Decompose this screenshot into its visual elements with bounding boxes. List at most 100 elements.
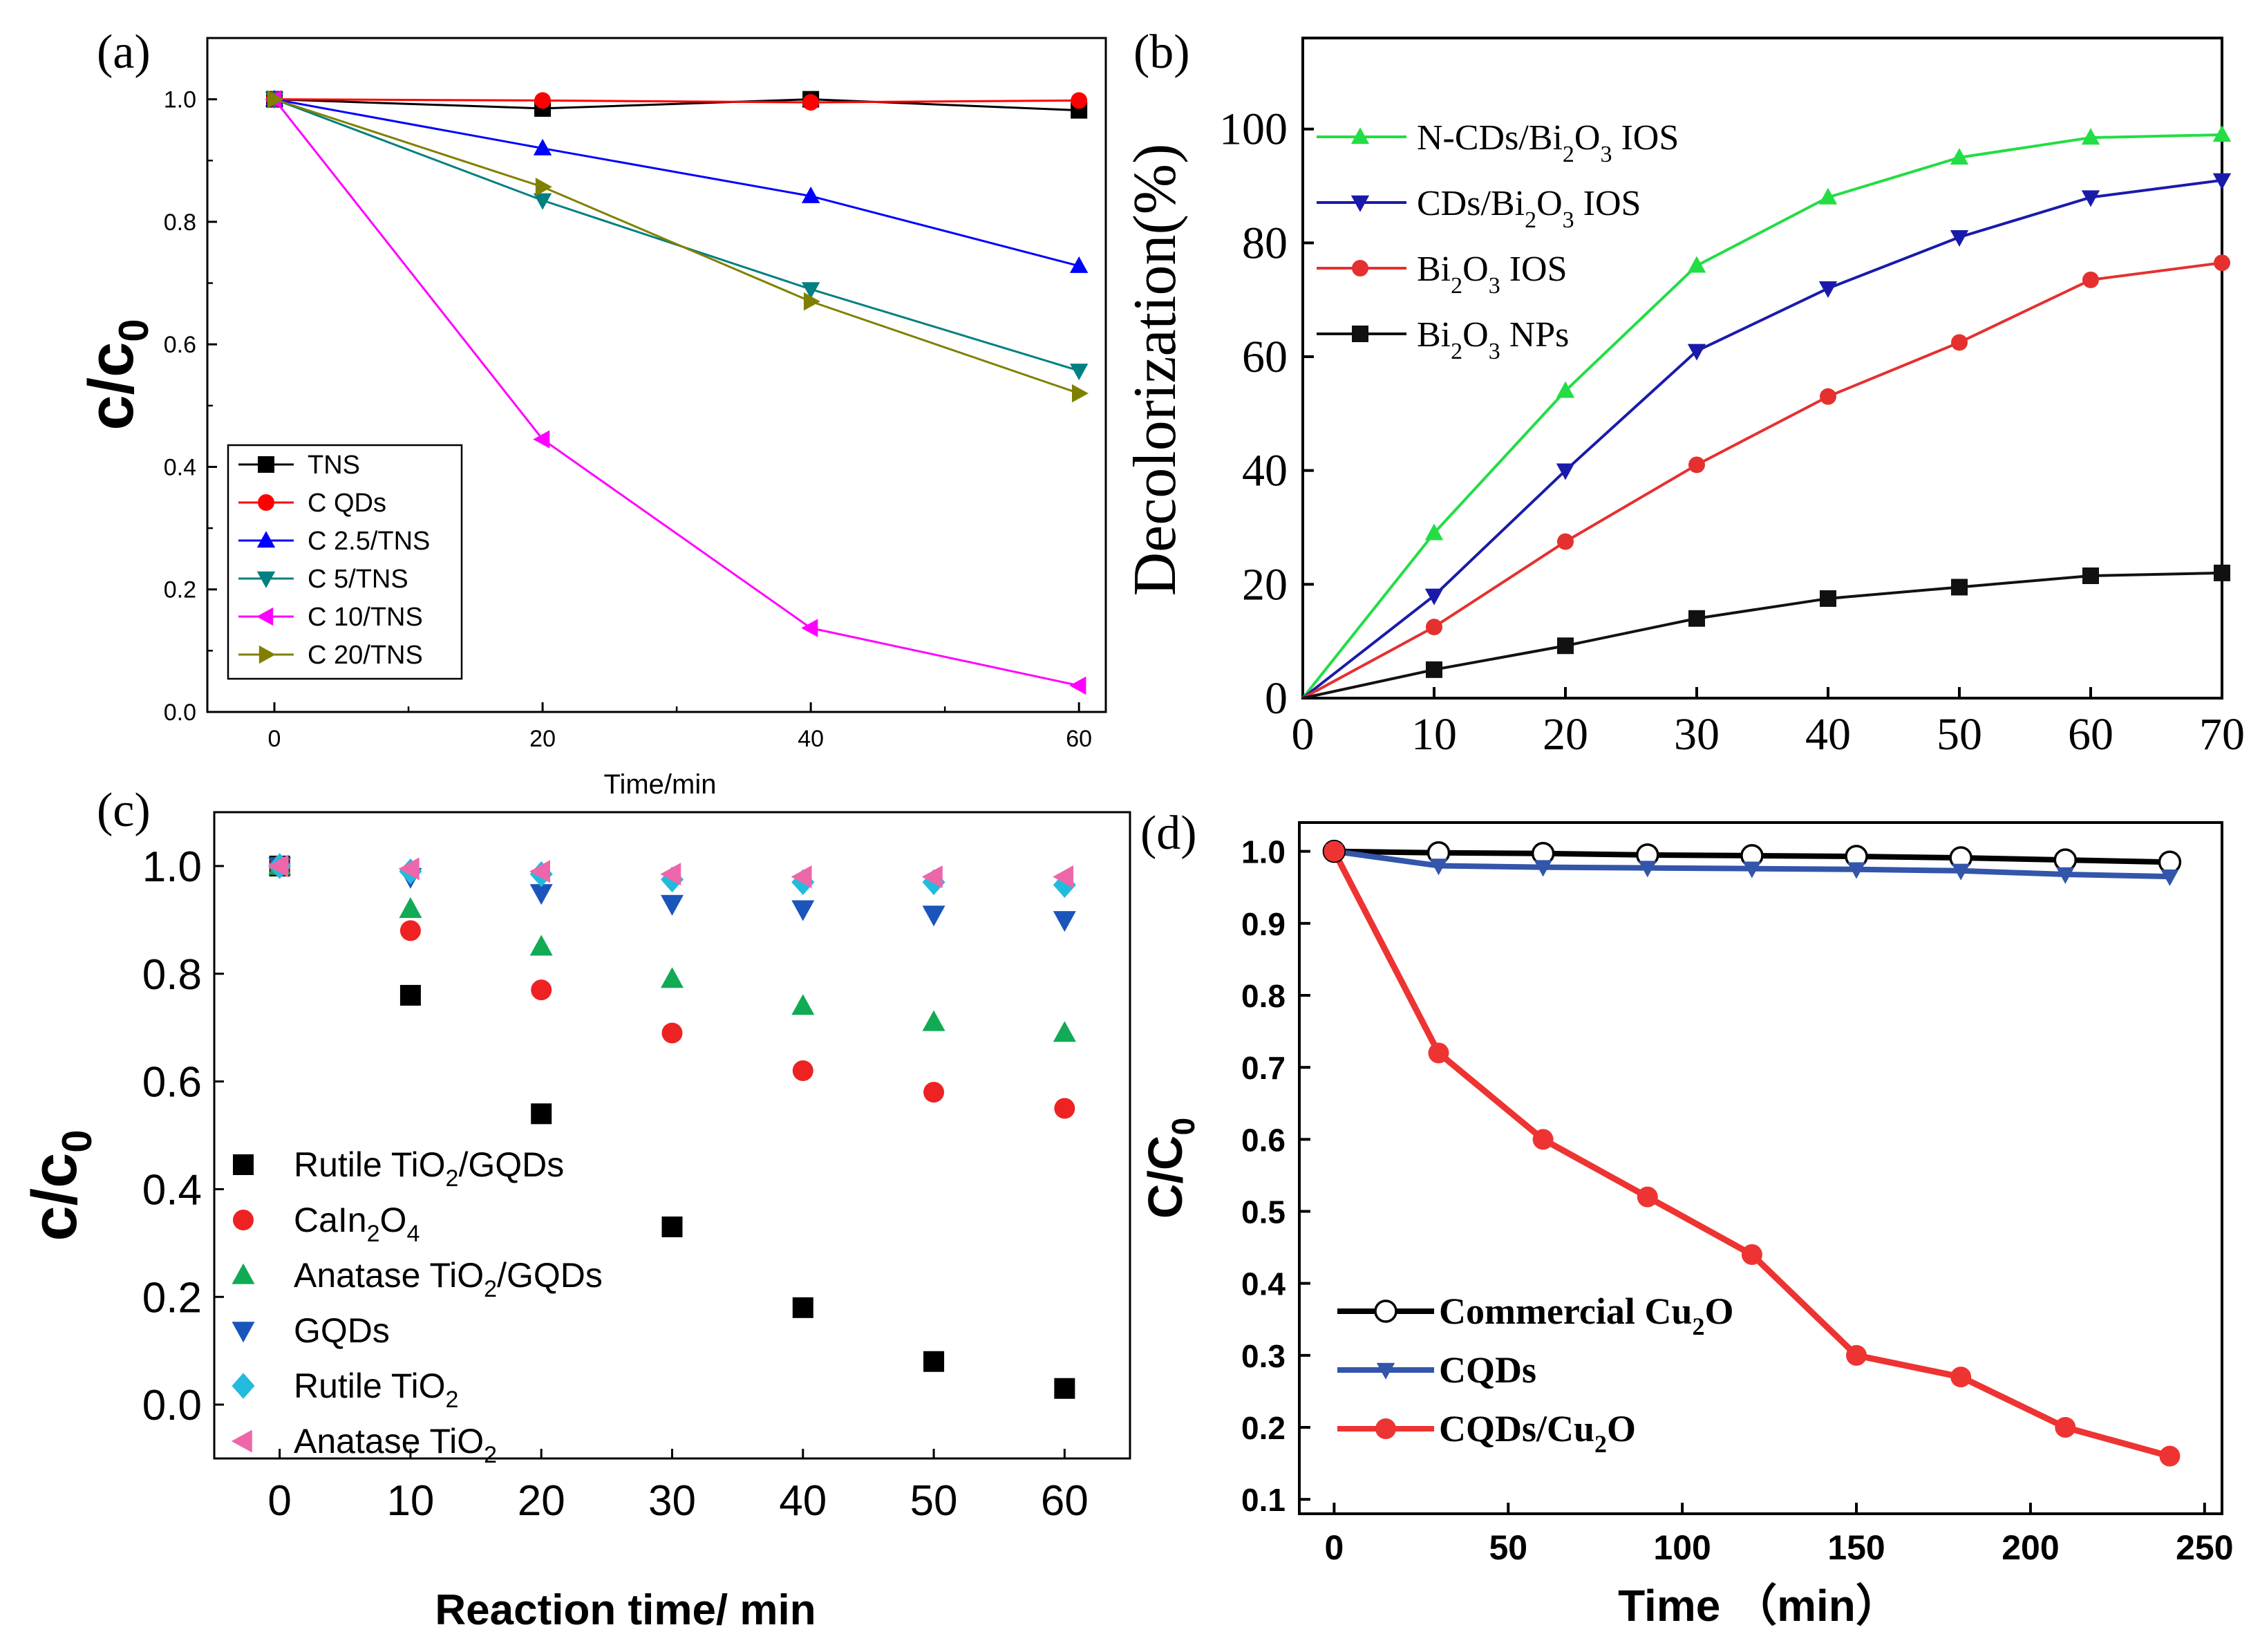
panel-b-xtick-label: 30 bbox=[1674, 709, 1720, 760]
panel-d-xtick-label: 100 bbox=[1653, 1528, 1711, 1567]
panel-d-legend-label-part: CQDs bbox=[1439, 1349, 1536, 1391]
panel-c-data-point bbox=[661, 967, 684, 988]
panel-c-data-point bbox=[791, 900, 815, 921]
panel-d-data-point bbox=[2158, 850, 2182, 874]
panel-b-legend-label-part: 3 bbox=[1489, 273, 1500, 299]
panel-b-data-point bbox=[2212, 173, 2232, 190]
panel-b-legend-marker bbox=[1352, 326, 1368, 342]
panel-c-data-point bbox=[529, 860, 550, 883]
panel-a-series-line bbox=[274, 98, 1080, 395]
panel-c-legend-label-part: 4 bbox=[406, 1221, 420, 1247]
panel-d-data-point bbox=[1428, 1042, 1449, 1064]
panel-c-legend-label-part: 2 bbox=[367, 1221, 380, 1247]
panel-a-xtick-label: 40 bbox=[798, 726, 824, 752]
panel-d-legend-marker bbox=[1375, 1418, 1396, 1439]
panel-d-legend-label-part: 2 bbox=[1692, 1313, 1704, 1340]
panel-c-legend-label-part: Rutile TiO bbox=[294, 1145, 446, 1184]
panel-c-data-point bbox=[1053, 865, 1074, 888]
panel-d-ytick-label: 0.9 bbox=[1241, 906, 1286, 942]
panel-d-data-point bbox=[1534, 860, 1552, 877]
panel-b-legend-label-part: Bi bbox=[1417, 250, 1451, 289]
panel-d-data-point bbox=[1741, 1244, 1762, 1265]
panel-b-ytick-label: 80 bbox=[1242, 218, 1288, 268]
panel-b-legend-label-part: O bbox=[1536, 184, 1563, 223]
panel-d-ytick-label: 0.5 bbox=[1241, 1194, 1286, 1230]
panel-b-legend-marker bbox=[1350, 195, 1370, 212]
panel-b-xtick-label: 70 bbox=[2199, 709, 2245, 760]
panel-b-legend-label-part: CDs/Bi bbox=[1417, 184, 1525, 223]
panel-b-data-point bbox=[1426, 661, 1442, 678]
panel-b-legend-label: N-CDs/Bi2O3 IOS bbox=[1417, 118, 1679, 167]
panel-b-legend-label-part: IOS bbox=[1612, 118, 1679, 158]
panel-a-data-point bbox=[535, 178, 552, 196]
panel-b-series-line bbox=[1302, 571, 2223, 700]
panel-d-data-point bbox=[1951, 863, 1970, 881]
panel-d-data-point bbox=[1532, 1129, 1554, 1150]
panel-d-legend-label-part: CQDs/Cu bbox=[1439, 1408, 1594, 1449]
panel-a-xlabel: Time/min bbox=[604, 769, 717, 800]
panel-c-legend-label-part: /GQDs bbox=[497, 1256, 603, 1295]
panel-d-ylabel-sub: 0 bbox=[1165, 1118, 1201, 1136]
panel-d-xtick-label: 250 bbox=[2176, 1528, 2233, 1567]
panel-a-legend-label: C 2.5/TNS bbox=[308, 527, 430, 556]
panel-a-ytick-label: 0.2 bbox=[164, 577, 196, 603]
panel-c-data-point bbox=[1053, 1021, 1076, 1042]
panel-d-data-point bbox=[1429, 858, 1448, 876]
panel-c-legend-label-part: GQDs bbox=[294, 1311, 390, 1350]
panel-d-xtick-label: 200 bbox=[2002, 1528, 2059, 1567]
panel-c-ylabel-main: c/c bbox=[19, 1153, 90, 1241]
panel-d-ytick-label: 0.6 bbox=[1241, 1122, 1286, 1158]
panel-d-legend-label-part: Commercial Cu bbox=[1439, 1290, 1692, 1332]
panel-b-data-point bbox=[1818, 187, 1838, 205]
panel-c-legend-label: CaIn2O4 bbox=[294, 1201, 420, 1247]
panel-b-data-point bbox=[1426, 619, 1442, 636]
panel-b-label: (b) bbox=[1133, 26, 1190, 79]
panel-c-legend-label-part: /GQDs bbox=[458, 1145, 564, 1184]
panel-b-data-point bbox=[1688, 456, 1705, 473]
panel-b-legend-label-part: 2 bbox=[1451, 339, 1462, 364]
panel-b: (b) 0 10 20 30 40 50 60 70 0 20 40 60 80 100 Decolori… bbox=[1122, 26, 2245, 760]
panel-b-legend-label-part: 3 bbox=[1489, 339, 1500, 364]
panel-c-data-point bbox=[1054, 1378, 1075, 1399]
panel-c-data-point bbox=[661, 894, 684, 916]
panel-d-axes: 0 50 100 150 200 250 0.1 0.2 0.3 0.4 0.5 0.6 0.7 0.8 0… bbox=[1241, 834, 2233, 1567]
panel-a-ylabel-main: c/c bbox=[76, 342, 147, 431]
panel-a-xtick-label: 0 bbox=[268, 726, 281, 752]
panel-c-legend-label: Anatase TiO2/GQDs bbox=[294, 1256, 603, 1302]
panel-d: (d) 0 50 100 150 200 250 0.1 0.2 0.3 0.4 0.5 0.6 0.7… bbox=[1138, 807, 2234, 1631]
panel-c-legend-marker bbox=[233, 1210, 254, 1230]
panel-c-xlabel: Reaction time/ min bbox=[435, 1586, 816, 1634]
panel-c-legend-label-part: 2 bbox=[446, 1165, 459, 1192]
panel-d-ytick-label: 0.3 bbox=[1241, 1338, 1286, 1374]
panel-c-data-point bbox=[661, 1022, 683, 1044]
panel-c-legend-marker bbox=[233, 1154, 254, 1175]
panel-a-legend-label: TNS bbox=[308, 451, 360, 480]
panel-c-xtick-label: 30 bbox=[648, 1477, 696, 1525]
panel-b-data-point bbox=[1820, 590, 1836, 607]
panel-d-ytick-label: 0.7 bbox=[1241, 1050, 1286, 1086]
panel-a-xtick-label: 20 bbox=[529, 726, 556, 752]
panel-c-axes: 0 10 20 30 40 50 60 0.0 0.2 0.4 0.6 0.8 1.0 bbox=[142, 843, 1089, 1525]
panel-a-data-point bbox=[801, 619, 818, 637]
panel-d-data-point bbox=[1846, 1344, 1867, 1366]
panel-b-frame bbox=[1301, 37, 2223, 700]
panel-a-data-point bbox=[802, 94, 820, 111]
panel-b-data-point bbox=[1687, 256, 1706, 273]
panel-b-data-point bbox=[1557, 533, 1574, 550]
panel-b-legend-label: Bi2O3 IOS bbox=[1417, 250, 1567, 299]
panel-b-legend-label: CDs/Bi2O3 IOS bbox=[1417, 184, 1641, 233]
panel-b-xtick-label: 20 bbox=[1543, 709, 1588, 760]
panel-a-legend-marker bbox=[256, 531, 276, 548]
panel-d-data-point bbox=[1324, 841, 1345, 862]
panel-d-data-point bbox=[2159, 1445, 2181, 1467]
panel-c-legend-label-part: CaIn bbox=[294, 1201, 367, 1239]
panel-a-ytick-label: 0.0 bbox=[164, 700, 196, 726]
panel-b-axes: 0 10 20 30 40 50 60 70 0 20 40 60 80 100 bbox=[1219, 104, 2245, 760]
panel-b-data-point bbox=[1556, 463, 1575, 480]
panel-b-ylabel: Decolorization(%) bbox=[1122, 144, 1189, 597]
panel-a-data-point bbox=[1069, 364, 1089, 381]
panel-c-data-point bbox=[922, 1010, 945, 1031]
panel-c-data-point bbox=[660, 863, 681, 886]
